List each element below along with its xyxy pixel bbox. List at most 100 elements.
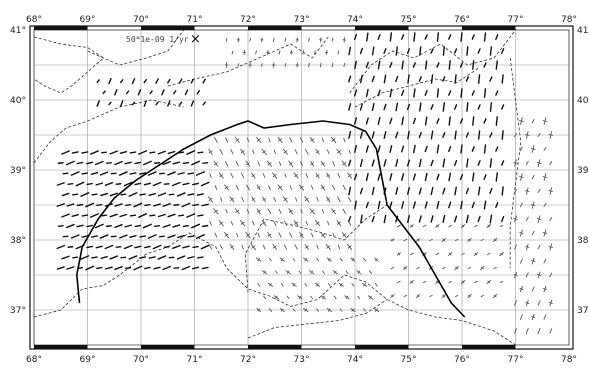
strain-bar	[526, 328, 528, 333]
strain-bar	[384, 215, 385, 222]
strain-bar	[188, 194, 194, 195]
strain-bar-cross	[525, 135, 529, 136]
strain-bar	[210, 174, 211, 178]
strain-bar	[414, 33, 415, 41]
strain-bar-cross	[532, 260, 535, 261]
lon-label-bottom: 74°	[347, 355, 363, 365]
strain-bar	[120, 152, 126, 154]
strain-bar	[478, 105, 480, 109]
strain-bar	[378, 146, 380, 152]
strain-bar	[349, 217, 351, 222]
strain-bar	[496, 173, 497, 181]
strain-bar	[192, 224, 200, 227]
strain-bar	[375, 283, 377, 286]
strain-bar	[101, 194, 107, 196]
strain-bar	[250, 38, 251, 41]
strain-bar	[73, 194, 78, 195]
strain-bar	[129, 256, 136, 259]
strain-bar	[431, 131, 432, 139]
strain-bar	[532, 231, 534, 235]
strain-bar	[178, 256, 185, 259]
strain-bar	[144, 183, 150, 184]
strain-bar	[160, 236, 165, 237]
strain-bar	[263, 245, 264, 249]
strain-bar	[338, 197, 340, 202]
strain-bar	[396, 103, 397, 110]
strain-bar	[299, 271, 301, 273]
strain-bar	[361, 132, 363, 138]
strain-bar	[102, 215, 107, 216]
strain-bar	[485, 145, 486, 153]
strain-bar	[502, 75, 503, 83]
strain-bar	[532, 287, 534, 291]
strain-bar	[237, 233, 238, 237]
strain-bar	[466, 189, 468, 194]
strain-bar	[109, 79, 111, 84]
strain-bar	[526, 161, 528, 164]
strain-bar-cross	[537, 219, 541, 220]
strain-bar	[479, 187, 480, 195]
strain-bar	[484, 201, 485, 209]
strain-bar	[303, 51, 304, 55]
strain-bar	[188, 236, 193, 237]
strain-bar	[187, 151, 195, 154]
strain-bar	[156, 102, 158, 104]
strain-bar	[225, 161, 227, 165]
strain-bar	[449, 225, 452, 226]
strain-bar	[139, 151, 147, 154]
strain-bar	[425, 35, 427, 39]
strain-bar	[131, 215, 136, 216]
strain-bar	[57, 246, 64, 249]
strain-bar	[363, 258, 365, 261]
strain-bar	[154, 204, 160, 206]
strain-bar	[473, 61, 474, 69]
strain-bar	[349, 197, 351, 201]
strain-bar	[432, 75, 433, 83]
frame-segment-bottom	[462, 345, 516, 349]
strain-bar	[373, 47, 374, 55]
strain-bar	[149, 257, 155, 258]
strain-bar	[125, 162, 131, 163]
lon-label-bottom: 78°	[561, 355, 577, 365]
strain-bar	[361, 104, 363, 110]
strain-bar	[408, 131, 409, 138]
lat-label-left: 41°	[10, 26, 26, 36]
lon-label-top: 76°	[454, 15, 470, 25]
strain-bar-cross	[520, 233, 523, 234]
lat-label-left: 38°	[10, 236, 26, 246]
strain-bar	[490, 77, 492, 81]
strain-bar	[478, 49, 480, 53]
lat-label-left: 37°	[10, 306, 26, 316]
strain-bar	[198, 257, 203, 258]
strain-bar	[334, 296, 336, 298]
strain-bar	[150, 215, 155, 216]
strain-bar	[378, 174, 380, 180]
border-line-9	[248, 300, 387, 339]
strain-bar	[193, 247, 198, 248]
strain-bar	[203, 102, 205, 105]
strain-bar	[443, 103, 444, 111]
strain-bar	[97, 205, 102, 206]
strain-scale-legend: 50*1e-09 1/yr ×	[126, 32, 201, 47]
scale-marker-symbol: ×	[190, 32, 201, 47]
strain-field-tarim-south	[391, 224, 504, 297]
strain-bar	[238, 64, 239, 67]
strain-bar	[295, 245, 298, 250]
strain-bar	[140, 236, 145, 237]
strain-bar	[153, 183, 160, 186]
strain-bar	[390, 174, 392, 180]
strain-bar-cross	[531, 149, 535, 150]
strain-bar	[396, 132, 398, 137]
strain-bar	[135, 162, 140, 163]
strain-bar	[115, 225, 122, 228]
strain-bar	[449, 35, 451, 39]
strain-bar	[273, 38, 274, 42]
strain-bar	[78, 205, 83, 206]
strain-bar	[420, 47, 421, 55]
frame-segment-top	[355, 26, 409, 30]
strain-bar	[449, 202, 451, 207]
strain-bar	[443, 188, 445, 193]
strain-bar	[91, 214, 99, 217]
strain-bar	[96, 183, 102, 185]
